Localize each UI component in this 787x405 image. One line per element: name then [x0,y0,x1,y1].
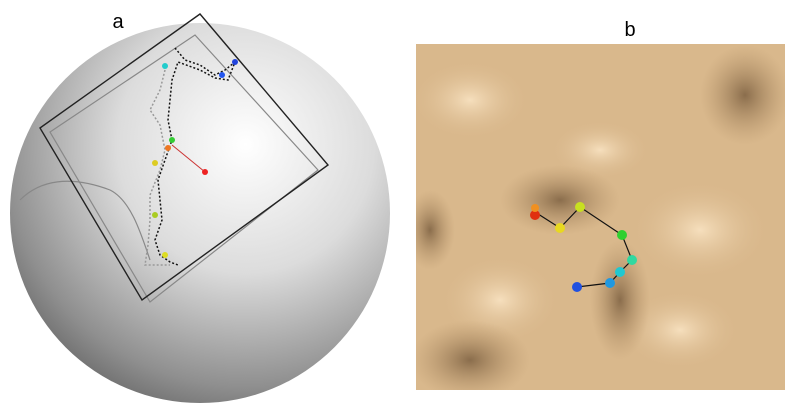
atom [617,230,627,240]
surface-shadow [405,190,455,270]
marker [232,59,238,65]
surface-highlight [630,180,770,280]
atom [615,267,625,277]
surface-shadow [410,320,530,400]
panel-b: b [405,19,787,400]
marker [165,145,171,151]
atom [572,282,582,292]
panel-a: a [10,11,390,403]
atom [555,223,565,233]
atom [605,278,615,288]
marker [152,212,158,218]
sphere [10,23,390,403]
atom [627,255,637,265]
marker [162,63,168,69]
panel-label: b [624,19,635,41]
figure: a b [0,0,787,405]
panel-label: a [112,11,124,33]
surface-shadow [700,45,787,145]
atom [575,202,585,212]
atom [531,204,539,212]
marker [162,252,168,258]
marker [202,169,208,175]
marker [152,160,158,166]
surface-shadow [590,240,650,360]
marker [169,137,175,143]
surface-highlight [410,60,530,140]
marker [219,72,225,78]
